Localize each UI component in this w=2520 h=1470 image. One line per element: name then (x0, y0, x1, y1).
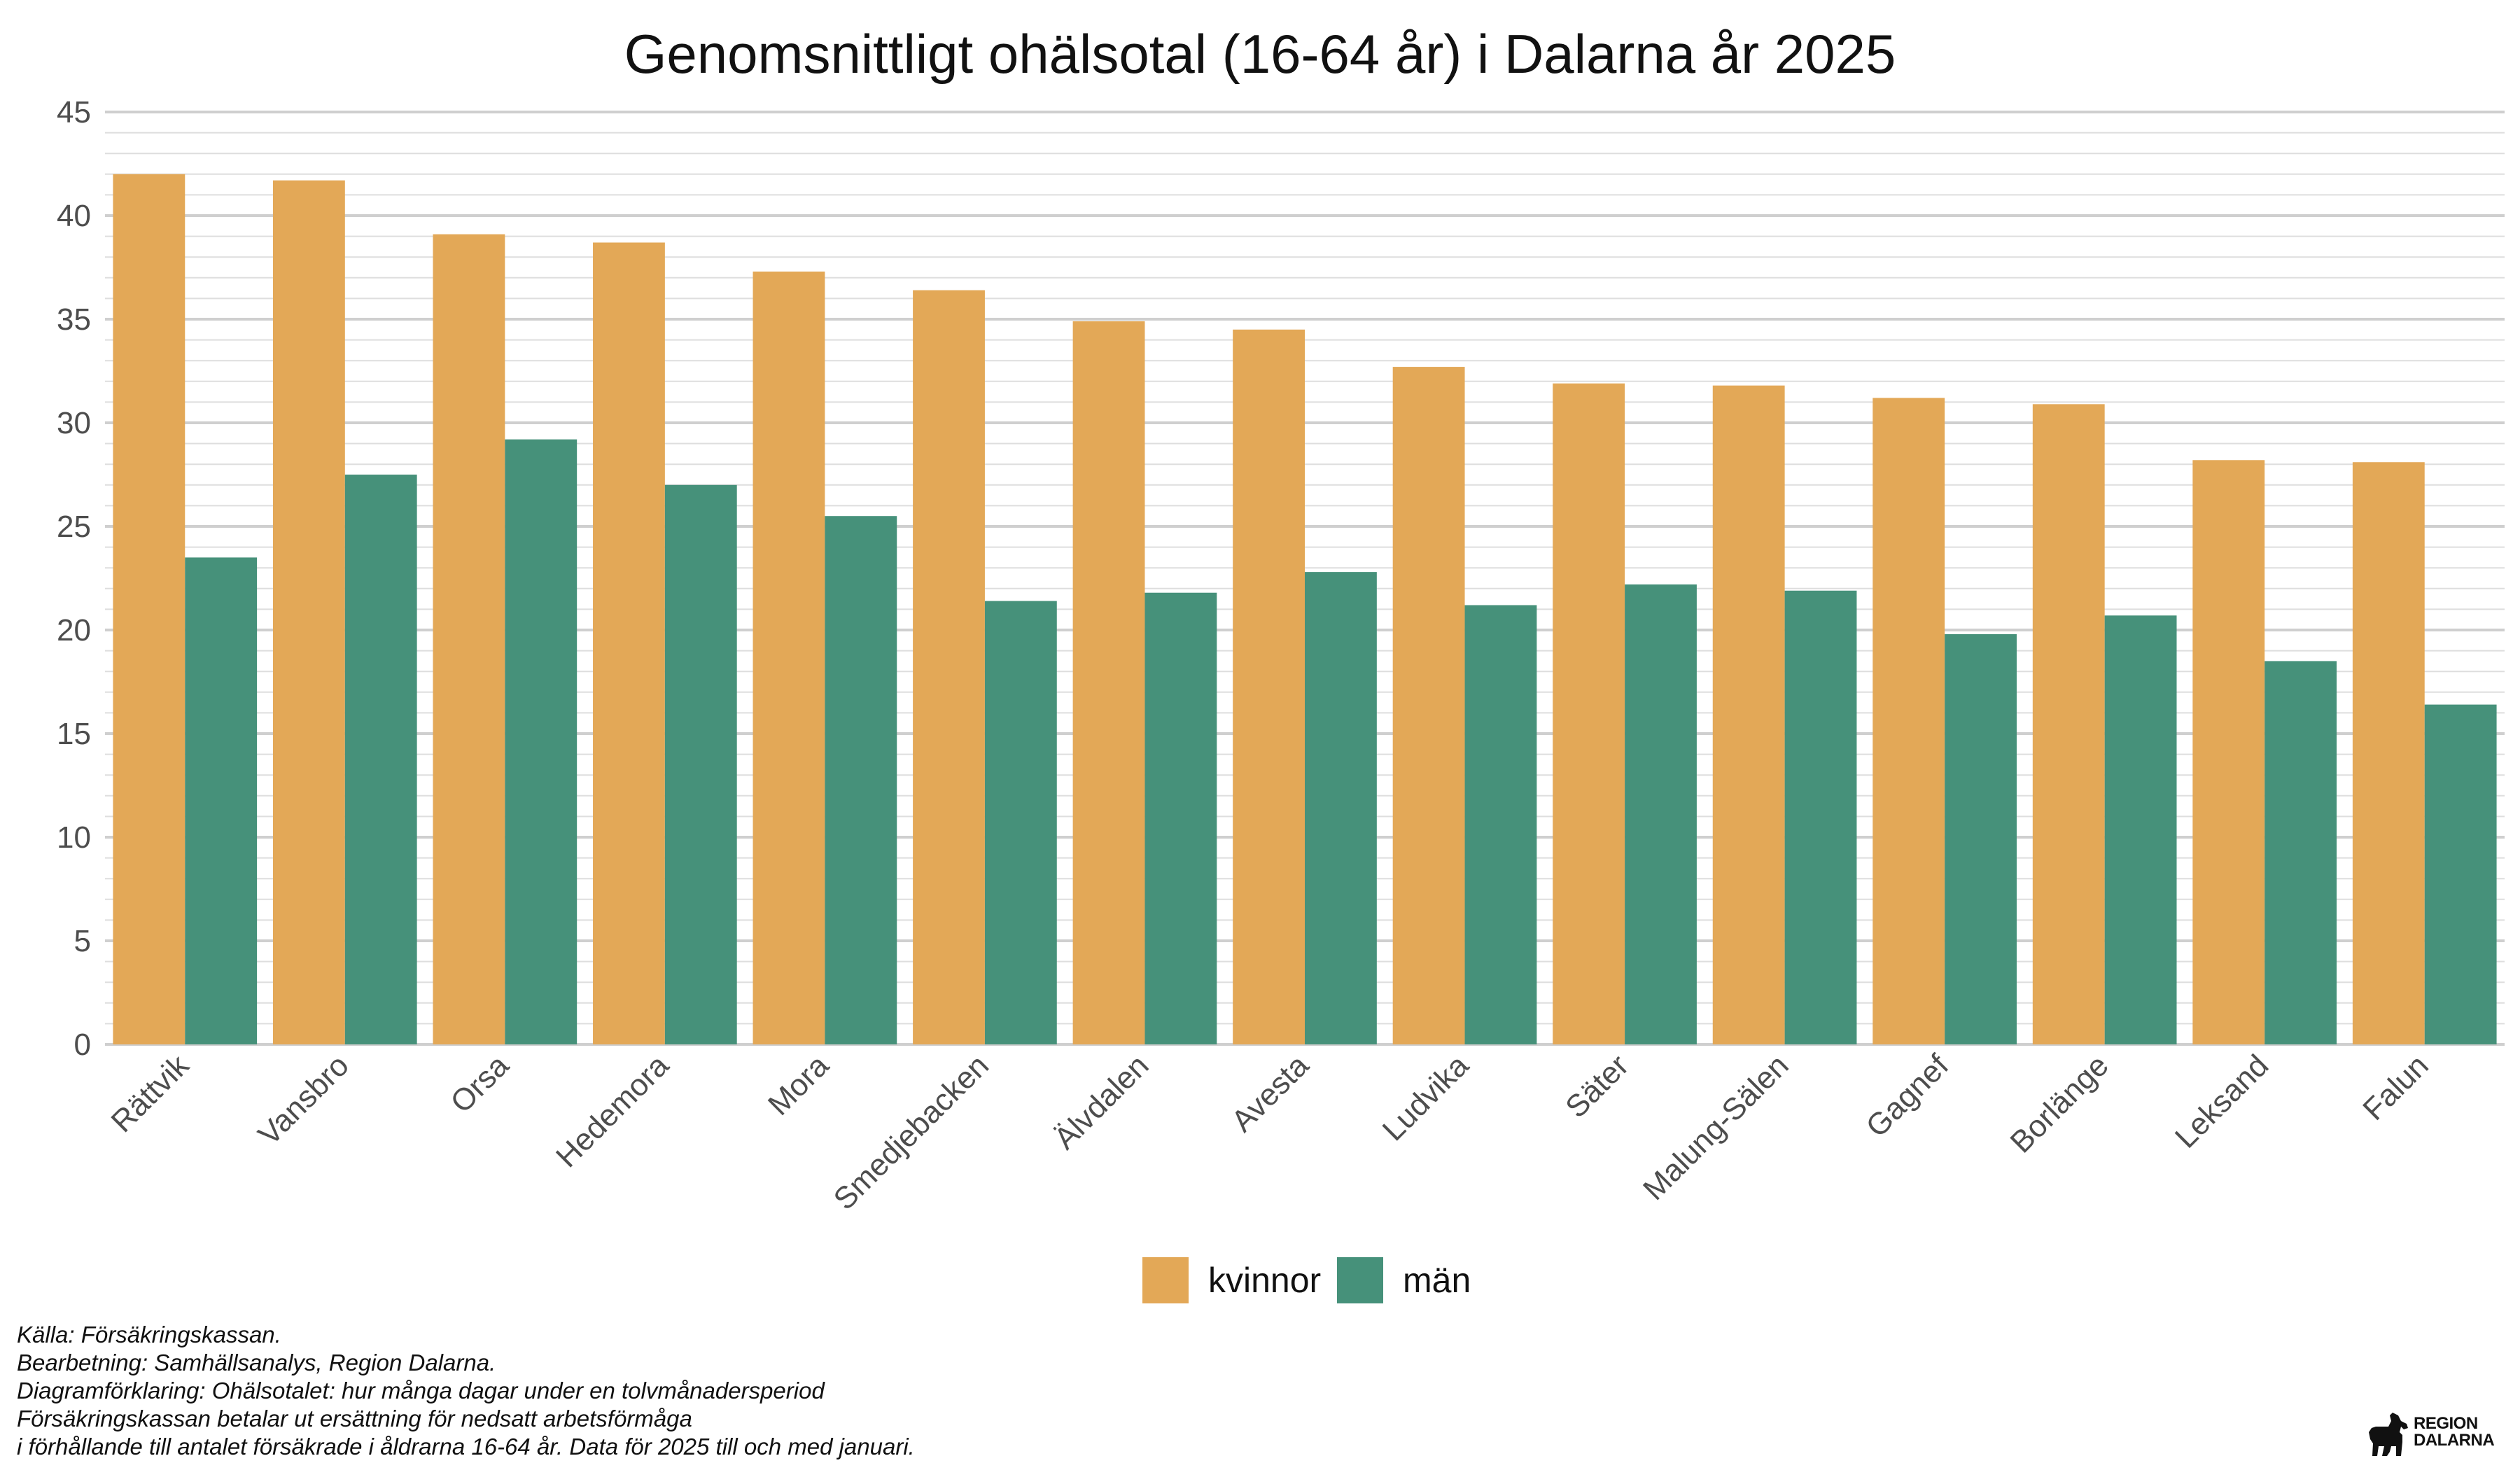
y-tick-label: 30 (57, 406, 91, 440)
bar-man (825, 516, 897, 1044)
bar-kvinnor (593, 242, 665, 1045)
note-explanation-3: i förhållande till antalet försäkrade i … (17, 1434, 915, 1460)
x-tick-label: Säter (1559, 1048, 1635, 1124)
bar-man (1625, 584, 1697, 1044)
x-tick-label: Älvdalen (1048, 1048, 1156, 1156)
x-tick-label: Borlänge (2004, 1048, 2115, 1159)
x-tick-label: Ludvika (1376, 1048, 1476, 1147)
bar-kvinnor (1712, 385, 1785, 1044)
note-explanation-2: Försäkringskassan betalar ut ersättning … (17, 1406, 692, 1432)
region-dalarna-logo: REGION DALARNA (2366, 1410, 2506, 1459)
legend-label: kvinnor (1208, 1261, 1321, 1300)
logo-line-1: REGION (2414, 1414, 2478, 1433)
bar-man (1464, 605, 1537, 1044)
bar-man (185, 557, 258, 1044)
bar-kvinnor (1233, 329, 1305, 1044)
logo-line-2: DALARNA (2414, 1431, 2495, 1450)
bars (113, 174, 2497, 1045)
bar-kvinnor (913, 290, 985, 1044)
x-tick-label: Malung-Sälen (1637, 1048, 1795, 1207)
bar-man (505, 439, 578, 1044)
bar-man (664, 484, 737, 1044)
x-tick-label: Gagnef (1859, 1048, 1955, 1144)
y-tick-label: 25 (57, 510, 91, 544)
note-processing: Bearbetning: Samhällsanalys, Region Dala… (17, 1350, 496, 1376)
x-tick-label: Hedemora (550, 1048, 676, 1174)
dala-horse-icon (2369, 1413, 2408, 1456)
x-tick-label: Orsa (444, 1048, 515, 1119)
bar-kvinnor (1553, 383, 1625, 1044)
note-source: Källa: Försäkringskassan. (17, 1322, 281, 1348)
bar-kvinnor (1872, 398, 1945, 1044)
x-tick-label: Leksand (2169, 1048, 2275, 1154)
bar-man (2424, 704, 2497, 1044)
bar-kvinnor (272, 180, 345, 1045)
y-tick-label: 45 (57, 95, 91, 130)
bar-kvinnor (1392, 367, 1465, 1044)
legend-swatch (1142, 1257, 1189, 1303)
logo-wordmark: REGION DALARNA (2414, 1414, 2495, 1450)
bar-man (1144, 592, 1217, 1044)
bar-kvinnor (433, 234, 505, 1044)
bar-kvinnor (2032, 404, 2105, 1044)
bar-man (2264, 661, 2337, 1044)
y-tick-label: 40 (57, 199, 91, 233)
y-tick-label: 35 (57, 302, 91, 337)
note-explanation-1: Diagramförklaring: Ohälsotalet: hur mång… (17, 1378, 825, 1404)
x-tick-label: Falun (2356, 1048, 2435, 1126)
bar-kvinnor (2192, 460, 2265, 1044)
bar-kvinnor (1072, 321, 1145, 1045)
y-tick-label: 20 (57, 613, 91, 648)
y-tick-label: 5 (74, 924, 91, 958)
legend-swatch (1337, 1257, 1383, 1303)
bar-man (984, 601, 1057, 1044)
bar-kvinnor (2352, 462, 2425, 1044)
bar-man (1305, 572, 1377, 1044)
bar-man (2104, 615, 2177, 1044)
bar-kvinnor (113, 174, 186, 1044)
x-tick-label: Mora (762, 1048, 836, 1122)
bar-kvinnor (752, 271, 825, 1044)
bar-man (1784, 590, 1857, 1044)
bar-man (1945, 634, 2017, 1044)
x-tick-label: Rättvik (105, 1048, 196, 1139)
x-tick-label: Avesta (1225, 1048, 1316, 1139)
x-tick-label: Vansbro (252, 1048, 356, 1152)
y-tick-label: 10 (57, 820, 91, 855)
source-notes: Källa: Försäkringskassan. Bearbetning: S… (17, 1321, 915, 1461)
legend-label: män (1403, 1261, 1471, 1300)
legend: kvinnor män (1142, 1257, 1471, 1303)
x-axis-ticks: Rättvik Vansbro Orsa Hedemora MoraSmedjeback… (105, 1048, 2435, 1217)
chart-title: Genomsnittligt ohälsotal (16-64 år) i Da… (624, 23, 1896, 85)
x-tick-label: Smedjebacken (827, 1048, 995, 1216)
y-tick-label: 0 (74, 1028, 91, 1062)
y-axis-ticks: 0 5 10 15 20 25 30 35 40 45 (57, 95, 91, 1062)
y-tick-label: 15 (57, 717, 91, 751)
bar-man (344, 475, 417, 1044)
